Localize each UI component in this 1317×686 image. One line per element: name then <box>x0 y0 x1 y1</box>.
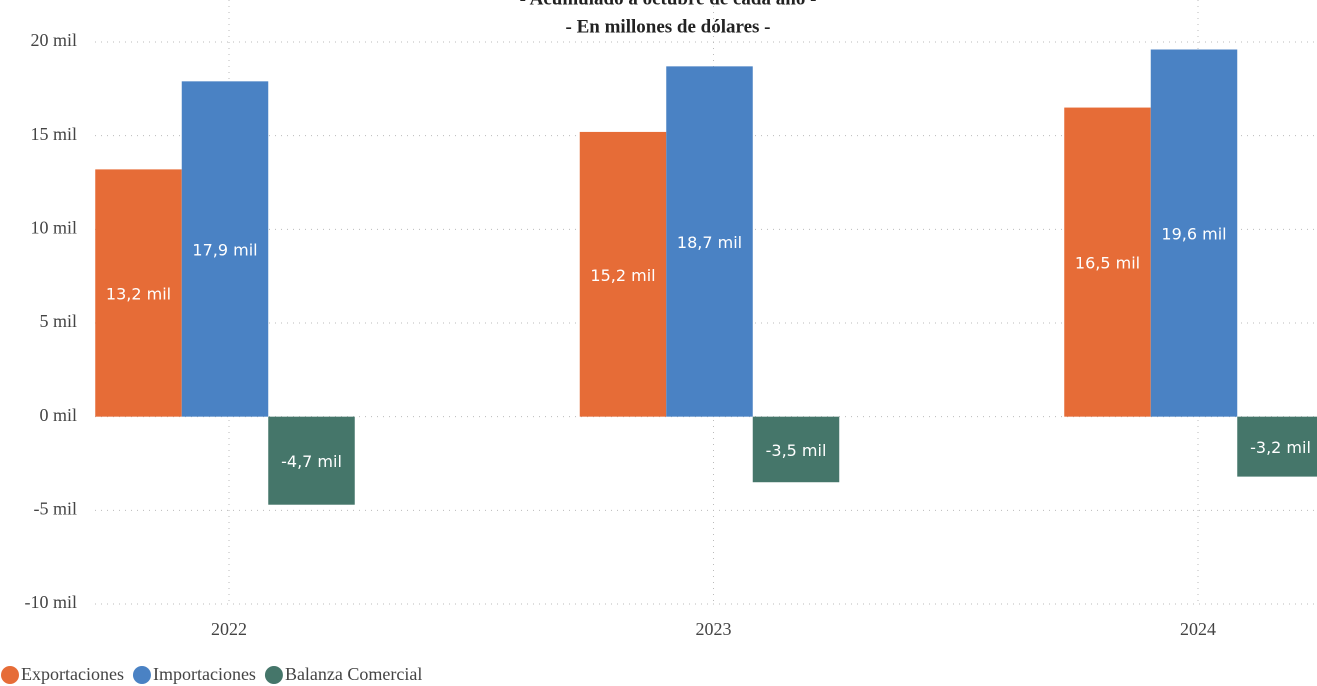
x-tick-label: 2024 <box>1180 619 1216 639</box>
data-label: 19,6 mil <box>1161 225 1226 244</box>
x-tick-label: 2022 <box>211 619 247 639</box>
data-label: -4,7 mil <box>281 452 342 471</box>
bar <box>1064 107 1151 417</box>
data-label: 13,2 mil <box>106 285 171 304</box>
y-tick-label: 0 mil <box>39 405 77 425</box>
bar <box>1237 416 1317 477</box>
y-tick-label: 5 mil <box>39 311 77 331</box>
data-label: -3,2 mil <box>1250 438 1311 457</box>
legend-label: Balanza Comercial <box>285 664 422 684</box>
bar <box>752 416 840 483</box>
y-tick-label: -10 mil <box>25 592 78 612</box>
legend-marker <box>1 666 19 684</box>
y-tick-label: -5 mil <box>34 498 78 518</box>
bar <box>666 66 753 417</box>
data-label: 18,7 mil <box>677 233 742 252</box>
data-label: 17,9 mil <box>192 241 257 260</box>
y-tick-label: 20 mil <box>30 30 77 50</box>
bar <box>579 131 667 417</box>
bar <box>268 416 355 505</box>
legend-marker <box>264 666 283 684</box>
y-tick-label: 15 mil <box>30 124 77 144</box>
bar <box>1150 49 1238 417</box>
y-tick-label: 10 mil <box>30 217 77 237</box>
x-tick-label: 2023 <box>696 619 732 639</box>
data-label: 16,5 mil <box>1075 254 1140 273</box>
data-label: 15,2 mil <box>590 266 655 285</box>
chart-title: - Acumulado a octubre de cada año - <box>520 0 817 9</box>
legend-label: Importaciones <box>153 664 256 684</box>
legend-label: Exportaciones <box>21 664 124 684</box>
legend-marker <box>132 666 151 684</box>
bar <box>181 81 269 417</box>
data-label: -3,5 mil <box>766 441 827 460</box>
bar <box>95 169 182 417</box>
chart-subtitle: - En millones de dólares - <box>566 16 771 37</box>
